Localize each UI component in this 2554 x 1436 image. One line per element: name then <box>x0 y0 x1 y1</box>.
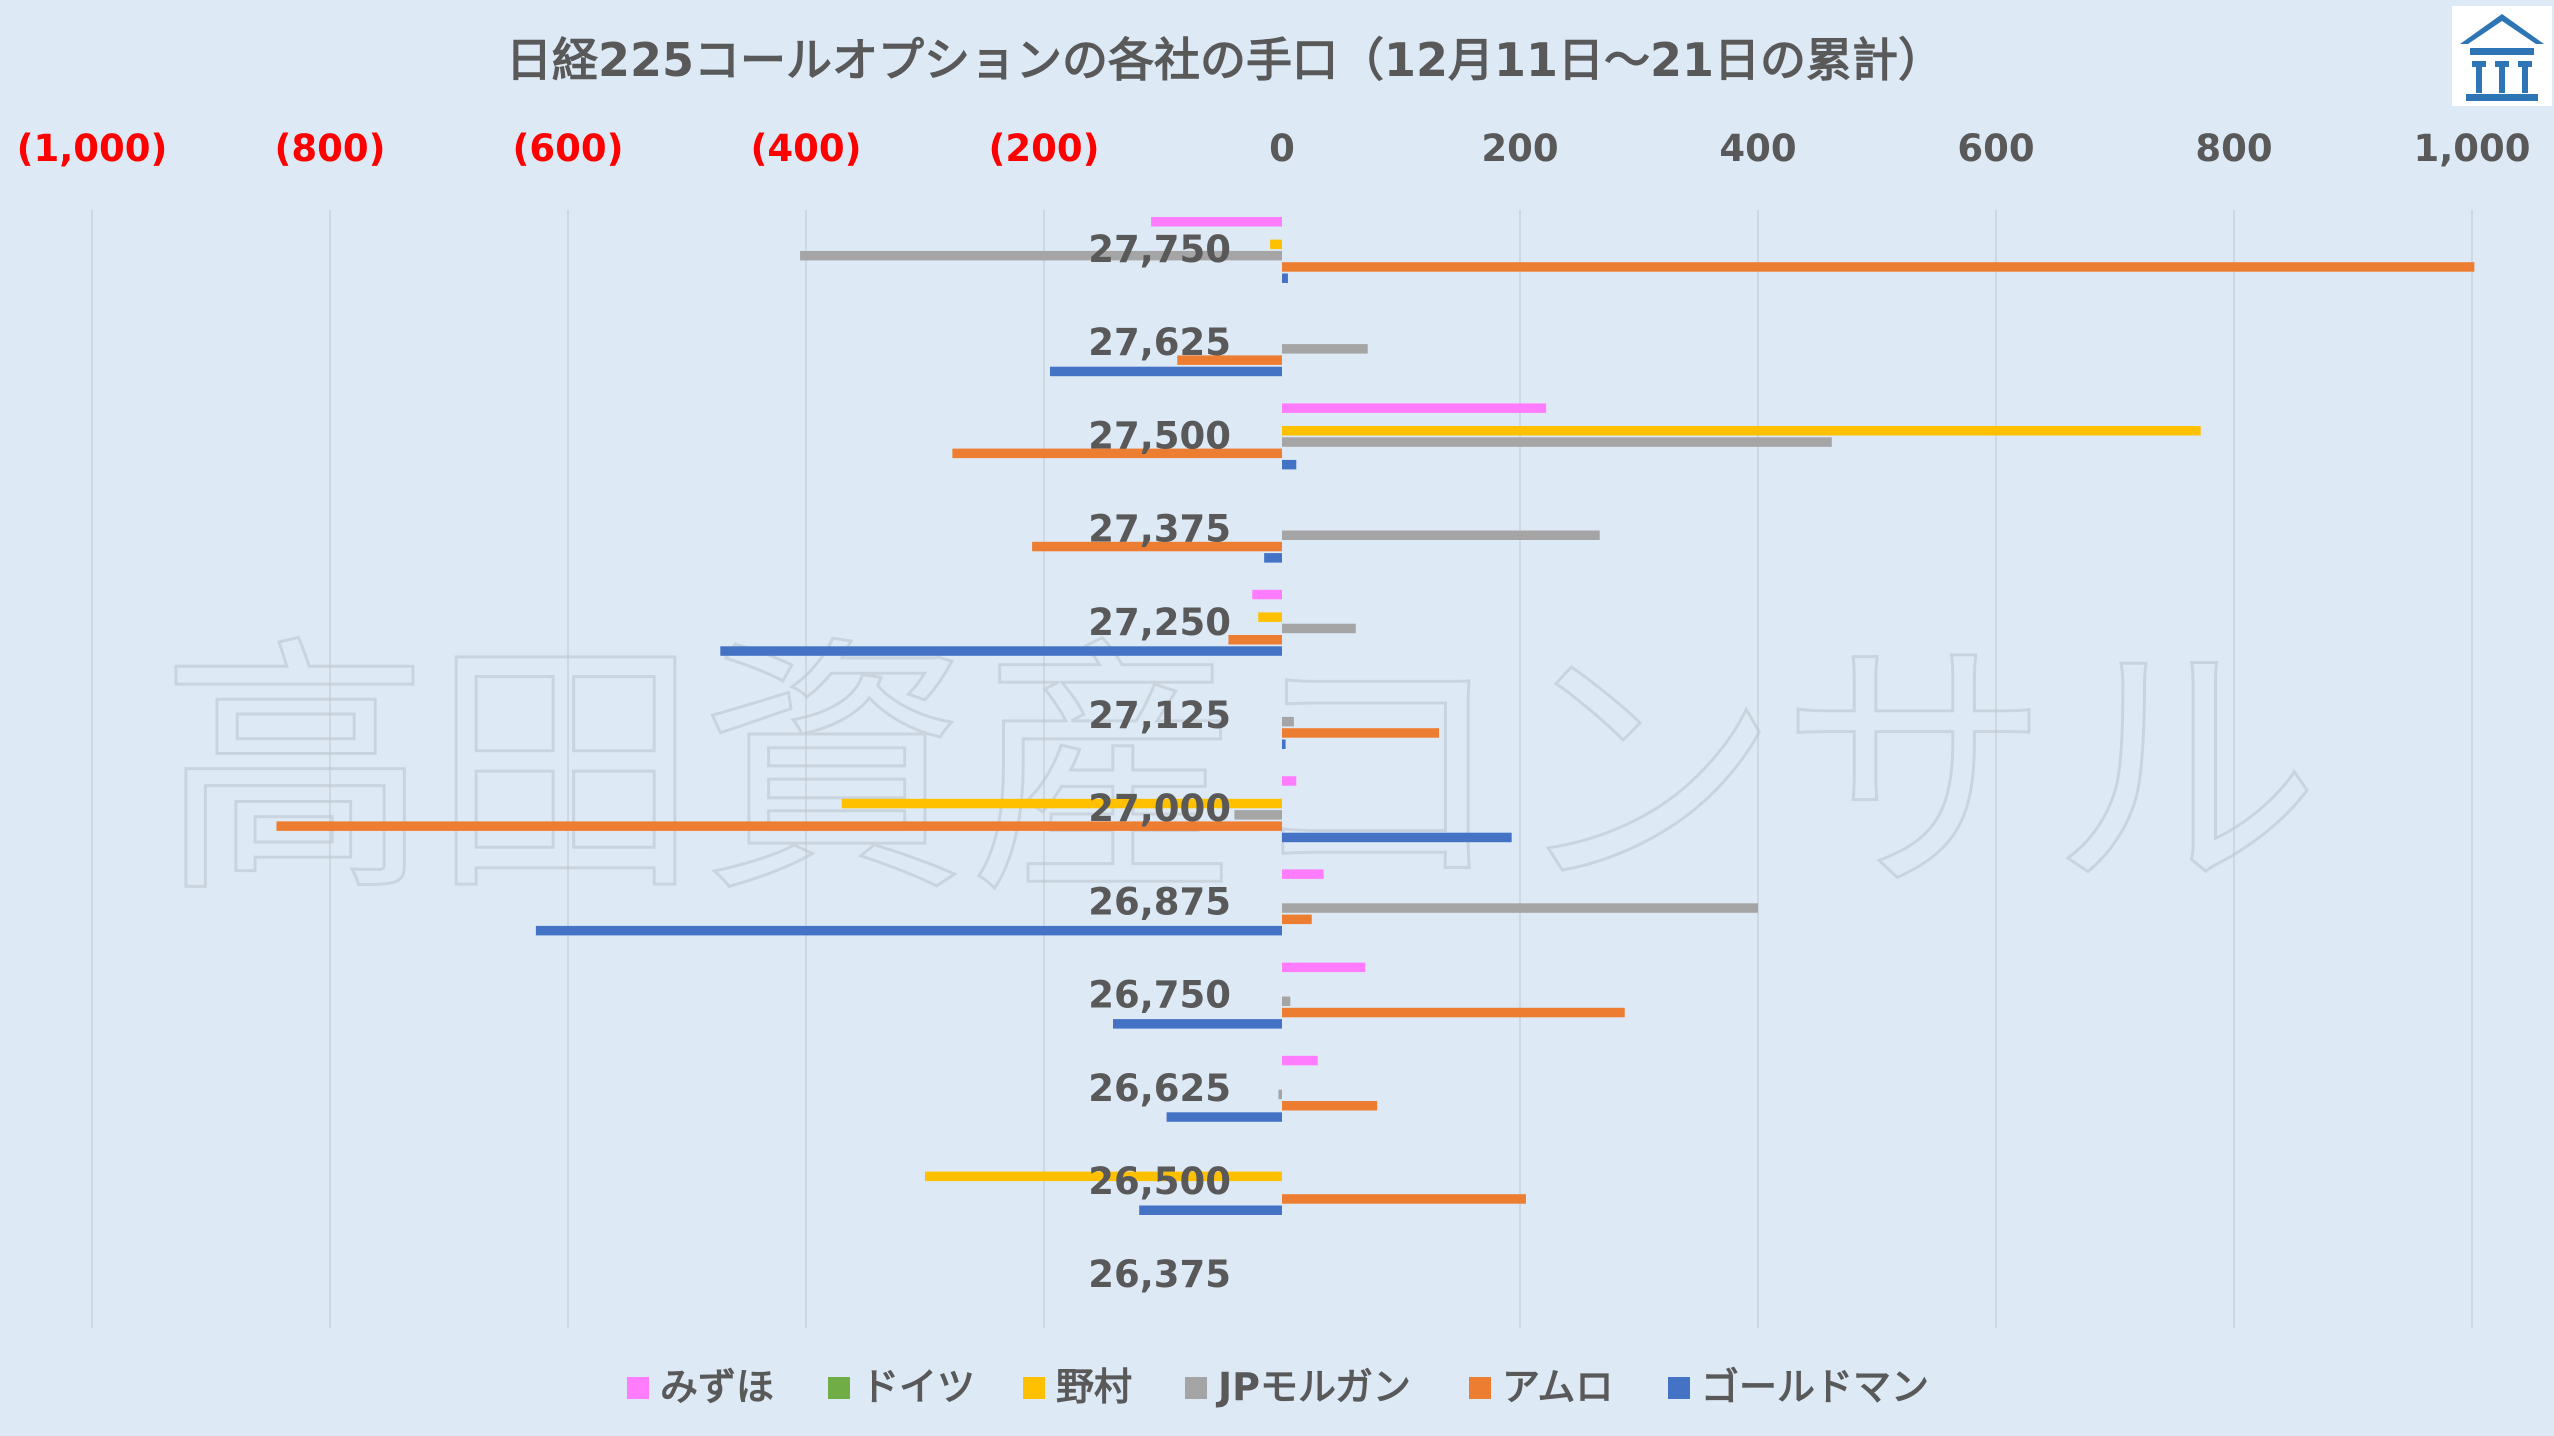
chart-title: 日経225コールオプションの各社の手口（12月11日～21日の累計） <box>506 33 1944 87</box>
bar-JPモルガン-27,250 <box>1282 623 1356 634</box>
category-label: 26,875 <box>1088 880 1231 923</box>
bar-ゴールドマン-26,875 <box>535 925 1282 936</box>
bar-みずほ-26,750 <box>1282 962 1366 973</box>
bar-JPモルガン-26,750 <box>1282 996 1291 1006</box>
category-label: 26,500 <box>1088 1160 1231 1203</box>
legend-item: 野村 <box>1023 1365 1132 1409</box>
legend-swatch <box>1023 1377 1045 1399</box>
category-labels: 27,750 27,625 27,500 27,375 27,250 27,125 27,0… <box>1088 228 1231 1296</box>
legend-item: ドイツ <box>828 1365 975 1409</box>
gridlines <box>91 210 2473 1328</box>
bar-アムロ-26,500 <box>1282 1194 1526 1204</box>
legend: みずほ ドイツ 野村 JPモルガン アムロ ゴールドマン <box>627 1365 1929 1409</box>
legend-swatch <box>1668 1377 1690 1399</box>
bar-みずほ-27,250 <box>1252 589 1282 600</box>
legend-label: ゴールドマン <box>1701 1365 1929 1409</box>
bar-JPモルガン-27,750 <box>800 250 1282 261</box>
legend-label: みずほ <box>660 1365 774 1409</box>
x-tick-label: (800) <box>274 127 385 170</box>
category-label: 27,750 <box>1088 228 1231 271</box>
bar-JPモルガン-27,125 <box>1282 716 1294 727</box>
bar-アムロ-26,875 <box>1282 914 1312 925</box>
category-label: 27,250 <box>1088 601 1231 644</box>
x-tick-label: (1,000) <box>17 127 168 170</box>
bar-野村-27,500 <box>1282 426 2201 436</box>
category-label: 27,375 <box>1088 508 1231 551</box>
x-tick-label: 800 <box>2195 127 2272 170</box>
building-logo-icon <box>2452 6 2552 106</box>
bar-JPモルガン-26,625 <box>1278 1089 1282 1100</box>
legend-label: アムロ <box>1502 1365 1613 1409</box>
watermark: 高田資産コンサル <box>159 613 2322 931</box>
bar-アムロ-27,250 <box>1228 635 1282 645</box>
bar-JPモルガン-27,500 <box>1282 437 1832 447</box>
legend-swatch <box>1185 1377 1207 1399</box>
bar-アムロ-27,500 <box>952 448 1282 459</box>
bar-ゴールドマン-27,750 <box>1282 273 1288 283</box>
bar-野村-26,500 <box>925 1171 1282 1182</box>
bar-アムロ-26,625 <box>1282 1101 1378 1111</box>
bar-みずほ-26,875 <box>1282 869 1324 879</box>
category-label: 27,000 <box>1088 787 1231 830</box>
bar-ゴールドマン-27,250 <box>720 646 1282 656</box>
x-tick-label: (400) <box>750 127 861 170</box>
x-tick-label: 600 <box>1957 127 2034 170</box>
bar-JPモルガン-26,875 <box>1282 903 1758 913</box>
x-axis-ticks: (1,000) (800) (600) (400) (200) 0 200 400 600 800… <box>17 127 2531 170</box>
bar-野村-27,250 <box>1258 612 1282 622</box>
x-tick-label: (600) <box>512 127 623 170</box>
x-tick-label: (200) <box>988 127 1099 170</box>
bar-ゴールドマン-27,500 <box>1282 459 1297 470</box>
category-label: 26,375 <box>1088 1253 1231 1296</box>
legend-swatch <box>627 1377 649 1399</box>
legend-swatch <box>828 1377 850 1399</box>
bar-ゴールドマン-27,125 <box>1282 739 1286 749</box>
legend-item: ゴールドマン <box>1668 1365 1929 1409</box>
bar-JPモルガン-27,375 <box>1282 530 1600 540</box>
legend-item: みずほ <box>627 1365 774 1409</box>
bar-みずほ-27,750 <box>1151 217 1282 227</box>
legend-label: 野村 <box>1056 1365 1132 1409</box>
legend-label: ドイツ <box>861 1365 975 1409</box>
bar-アムロ-26,750 <box>1282 1007 1625 1018</box>
bar-野村-27,750 <box>1270 239 1282 250</box>
watermark-text: 高田資産コンサル <box>160 614 2320 929</box>
category-label: 27,125 <box>1088 694 1231 737</box>
bar-ゴールドマン-26,625 <box>1166 1112 1282 1122</box>
bar-ゴールドマン-26,500 <box>1139 1205 1282 1215</box>
bar-ゴールドマン-26,750 <box>1113 1019 1282 1029</box>
legend-item: JPモルガン <box>1185 1365 1411 1409</box>
category-label: 27,625 <box>1088 321 1231 364</box>
bar-みずほ-27,500 <box>1282 403 1547 413</box>
bar-アムロ-27,125 <box>1282 728 1440 738</box>
legend-item: アムロ <box>1469 1365 1613 1409</box>
x-tick-label: 1,000 <box>2413 127 2530 170</box>
bar-野村-27,000 <box>841 798 1282 809</box>
bar-ゴールドマン-27,375 <box>1264 553 1282 563</box>
bar-アムロ-27,375 <box>1032 541 1282 552</box>
category-label: 27,500 <box>1088 414 1231 457</box>
bar-ゴールドマン-27,625 <box>1049 366 1282 377</box>
category-label: 26,750 <box>1088 974 1231 1017</box>
category-label: 26,625 <box>1088 1067 1231 1110</box>
bars <box>276 217 2475 1215</box>
bar-JPモルガン-27,000 <box>1234 810 1282 820</box>
x-tick-label: 400 <box>1719 127 1796 170</box>
bar-ゴールドマン-27,000 <box>1282 832 1512 843</box>
bar-アムロ-27,750 <box>1282 262 2475 272</box>
bar-アムロ-27,000 <box>276 821 1282 831</box>
legend-swatch <box>1469 1377 1491 1399</box>
x-tick-label: 0 <box>1269 127 1295 170</box>
bar-アムロ-27,625 <box>1177 355 1282 365</box>
x-tick-label: 200 <box>1481 127 1558 170</box>
bar-みずほ-26,625 <box>1282 1055 1318 1066</box>
legend-label: JPモルガン <box>1215 1365 1411 1409</box>
bar-JPモルガン-27,625 <box>1282 344 1368 354</box>
bar-みずほ-27,000 <box>1282 776 1297 786</box>
